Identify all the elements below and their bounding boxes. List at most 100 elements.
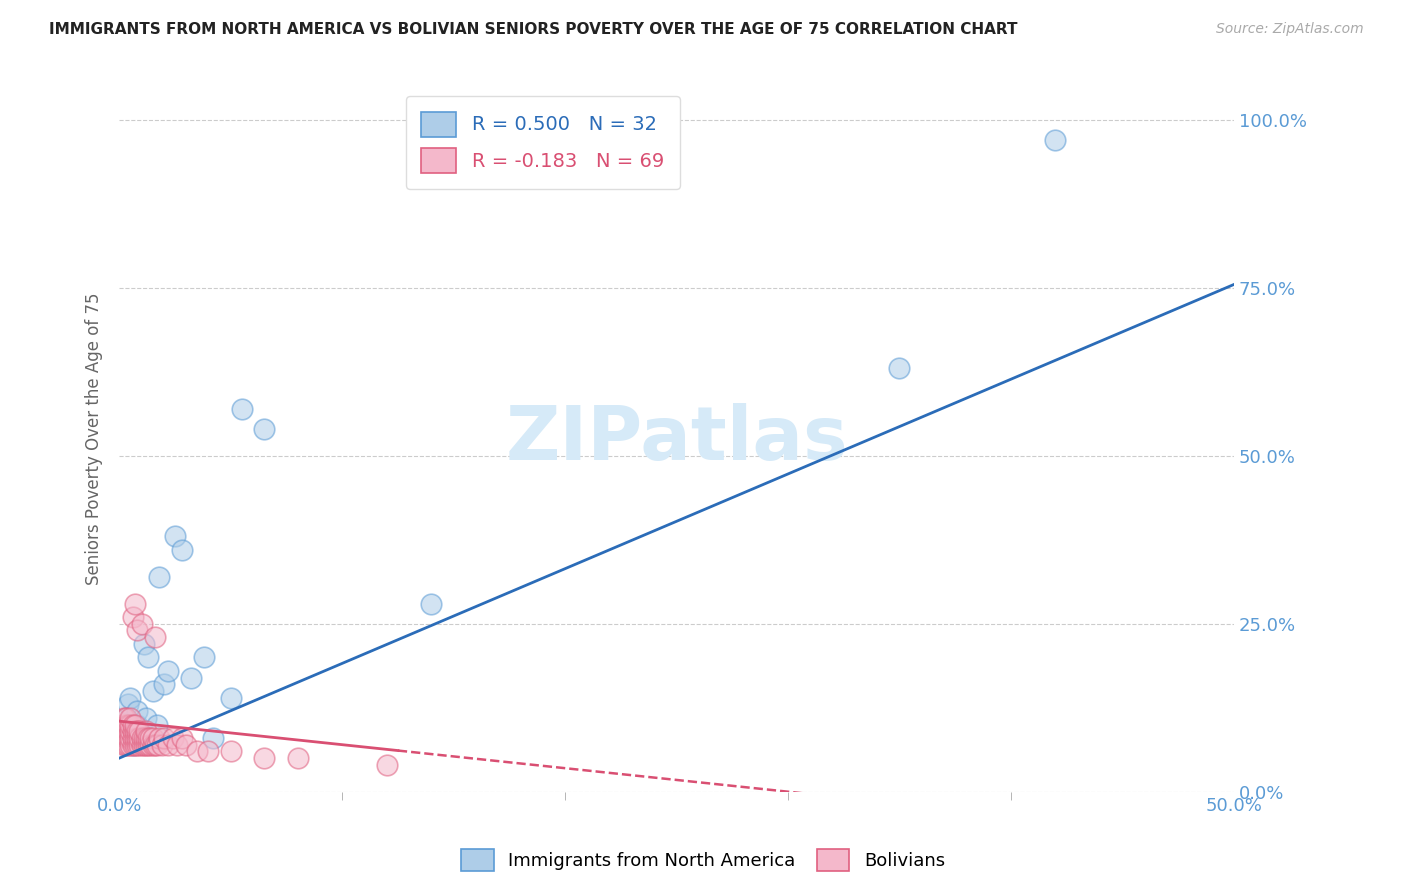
Point bbox=[142, 738, 165, 752]
Point bbox=[117, 717, 139, 731]
Point bbox=[115, 731, 138, 745]
Point bbox=[135, 738, 157, 752]
Point bbox=[117, 724, 139, 739]
Point bbox=[124, 738, 146, 752]
Point bbox=[186, 744, 208, 758]
Point bbox=[112, 738, 135, 752]
Point bbox=[127, 724, 149, 739]
Point bbox=[124, 597, 146, 611]
Point bbox=[115, 738, 138, 752]
Point bbox=[150, 738, 173, 752]
Point bbox=[132, 731, 155, 745]
Point bbox=[201, 731, 224, 745]
Point bbox=[120, 731, 142, 745]
Point bbox=[375, 757, 398, 772]
Point bbox=[121, 717, 143, 731]
Point bbox=[115, 711, 138, 725]
Text: Source: ZipAtlas.com: Source: ZipAtlas.com bbox=[1216, 22, 1364, 37]
Point bbox=[231, 401, 253, 416]
Point bbox=[131, 724, 153, 739]
Point bbox=[117, 731, 139, 745]
Point bbox=[163, 529, 186, 543]
Point bbox=[253, 422, 276, 436]
Point bbox=[124, 724, 146, 739]
Point bbox=[120, 690, 142, 705]
Point bbox=[110, 717, 132, 731]
Point bbox=[142, 731, 165, 745]
Point bbox=[115, 724, 138, 739]
Point bbox=[148, 570, 170, 584]
Point bbox=[174, 738, 197, 752]
Point bbox=[112, 724, 135, 739]
Point bbox=[132, 738, 155, 752]
Point bbox=[166, 738, 188, 752]
Point bbox=[193, 650, 215, 665]
Point bbox=[121, 738, 143, 752]
Point bbox=[121, 738, 143, 752]
Legend: R = 0.500   N = 32, R = -0.183   N = 69: R = 0.500 N = 32, R = -0.183 N = 69 bbox=[406, 96, 679, 189]
Point bbox=[124, 717, 146, 731]
Point bbox=[120, 711, 142, 725]
Point bbox=[127, 624, 149, 638]
Point bbox=[135, 724, 157, 739]
Point bbox=[120, 724, 142, 739]
Point bbox=[131, 616, 153, 631]
Point bbox=[120, 731, 142, 745]
Point bbox=[170, 542, 193, 557]
Point bbox=[287, 751, 309, 765]
Point bbox=[128, 731, 150, 745]
Point bbox=[121, 724, 143, 739]
Point bbox=[139, 731, 162, 745]
Point bbox=[219, 690, 242, 705]
Point bbox=[1045, 133, 1067, 147]
Point bbox=[115, 717, 138, 731]
Point bbox=[115, 731, 138, 745]
Point bbox=[131, 738, 153, 752]
Point bbox=[146, 738, 169, 752]
Point bbox=[115, 711, 138, 725]
Point bbox=[157, 738, 180, 752]
Point bbox=[157, 664, 180, 678]
Point bbox=[162, 731, 184, 745]
Point bbox=[112, 717, 135, 731]
Point bbox=[135, 731, 157, 745]
Point bbox=[124, 724, 146, 739]
Point bbox=[127, 704, 149, 718]
Point bbox=[219, 744, 242, 758]
Point bbox=[127, 738, 149, 752]
Point bbox=[253, 751, 276, 765]
Point bbox=[121, 610, 143, 624]
Text: ZIPatlas: ZIPatlas bbox=[505, 402, 848, 475]
Point bbox=[120, 717, 142, 731]
Point bbox=[110, 731, 132, 745]
Point bbox=[142, 684, 165, 698]
Point bbox=[146, 717, 169, 731]
Point bbox=[124, 731, 146, 745]
Point bbox=[143, 738, 166, 752]
Point bbox=[197, 744, 219, 758]
Point bbox=[420, 597, 443, 611]
Point bbox=[136, 738, 159, 752]
Point bbox=[143, 630, 166, 644]
Point bbox=[117, 717, 139, 731]
Legend: Immigrants from North America, Bolivians: Immigrants from North America, Bolivians bbox=[454, 842, 952, 879]
Point bbox=[121, 731, 143, 745]
Point bbox=[128, 731, 150, 745]
Point bbox=[135, 711, 157, 725]
Point bbox=[132, 637, 155, 651]
Point bbox=[136, 650, 159, 665]
Point bbox=[127, 717, 149, 731]
Point bbox=[153, 677, 176, 691]
Point bbox=[128, 738, 150, 752]
Point bbox=[139, 738, 162, 752]
Point bbox=[112, 724, 135, 739]
Point bbox=[110, 724, 132, 739]
Point bbox=[889, 361, 911, 376]
Y-axis label: Seniors Poverty Over the Age of 75: Seniors Poverty Over the Age of 75 bbox=[86, 293, 103, 585]
Point bbox=[170, 731, 193, 745]
Point bbox=[153, 731, 176, 745]
Point bbox=[127, 731, 149, 745]
Point bbox=[128, 724, 150, 739]
Point bbox=[180, 671, 202, 685]
Text: IMMIGRANTS FROM NORTH AMERICA VS BOLIVIAN SENIORS POVERTY OVER THE AGE OF 75 COR: IMMIGRANTS FROM NORTH AMERICA VS BOLIVIA… bbox=[49, 22, 1018, 37]
